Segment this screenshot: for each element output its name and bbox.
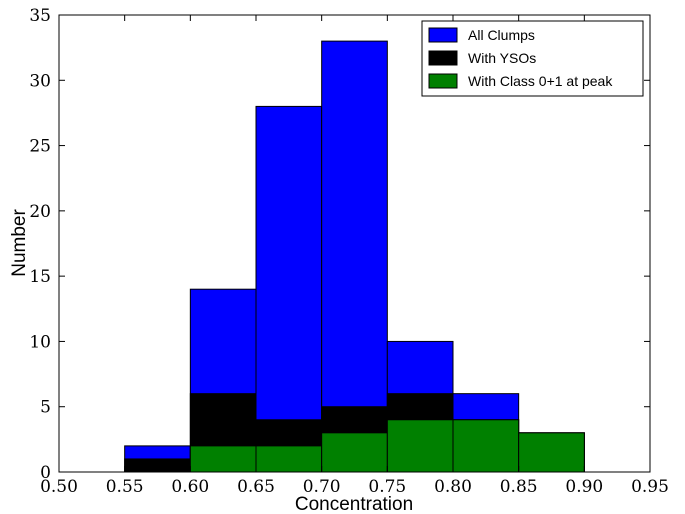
x-tick-label: 0.60 [171, 477, 209, 497]
x-tick-label: 0.95 [631, 477, 669, 497]
bar-with-class-0-1-at-peak-3 [321, 432, 388, 473]
bar-with-class-0-1-at-peak-6 [518, 432, 585, 473]
x-tick-label: 0.50 [40, 477, 78, 497]
legend-swatch-class-0-1 [428, 73, 458, 89]
y-tick-label: 15 [29, 267, 51, 287]
bar-with-class-0-1-at-peak-1 [189, 445, 257, 473]
bar-with-class-0-1-at-peak-2 [255, 445, 323, 473]
y-tick-label: 25 [29, 137, 51, 157]
x-tick-label: 0.65 [237, 477, 275, 497]
legend: All Clumps With YSOs With Class 0+1 at p… [421, 20, 644, 97]
x-tick-label: 0.90 [565, 477, 603, 497]
y-tick-label: 20 [29, 202, 51, 222]
bar-with-ysos-0 [124, 458, 191, 473]
legend-label-class-0-1: With Class 0+1 at peak [468, 73, 613, 89]
bar-all-clumps-2 [255, 105, 323, 473]
x-tick-label: 0.80 [434, 477, 472, 497]
plot-frame [58, 14, 651, 473]
bar-with-class-0-1-at-peak-5 [452, 419, 520, 473]
y-tick-label: 0 [40, 463, 51, 483]
bars-layer [124, 40, 585, 473]
legend-swatch-with-ysos [428, 50, 458, 66]
y-tick-label: 5 [40, 398, 51, 418]
x-tick-label: 0.70 [303, 477, 341, 497]
legend-frame [421, 20, 644, 97]
legend-label-with-ysos: With YSOs [468, 50, 536, 66]
x-tick-label: 0.55 [106, 477, 144, 497]
y-tick-label: 10 [29, 332, 51, 352]
y-axis-title: Number [9, 209, 30, 277]
bar-all-clumps-3 [321, 40, 388, 473]
x-axis-title: Concentration [295, 494, 413, 514]
ticks-layer: 0.50 0.55 0.60 0.65 0.70 0.75 0.80 0.85 0.90 0.95… [29, 6, 669, 497]
legend-swatch-all-clumps [428, 27, 458, 43]
y-tick-label: 35 [29, 6, 51, 26]
x-tick-label: 0.75 [368, 477, 406, 497]
y-tick-label: 30 [29, 71, 51, 91]
bar-with-class-0-1-at-peak-4 [386, 419, 454, 473]
legend-label-all-clumps: All Clumps [468, 27, 535, 43]
x-tick-label: 0.85 [500, 477, 538, 497]
